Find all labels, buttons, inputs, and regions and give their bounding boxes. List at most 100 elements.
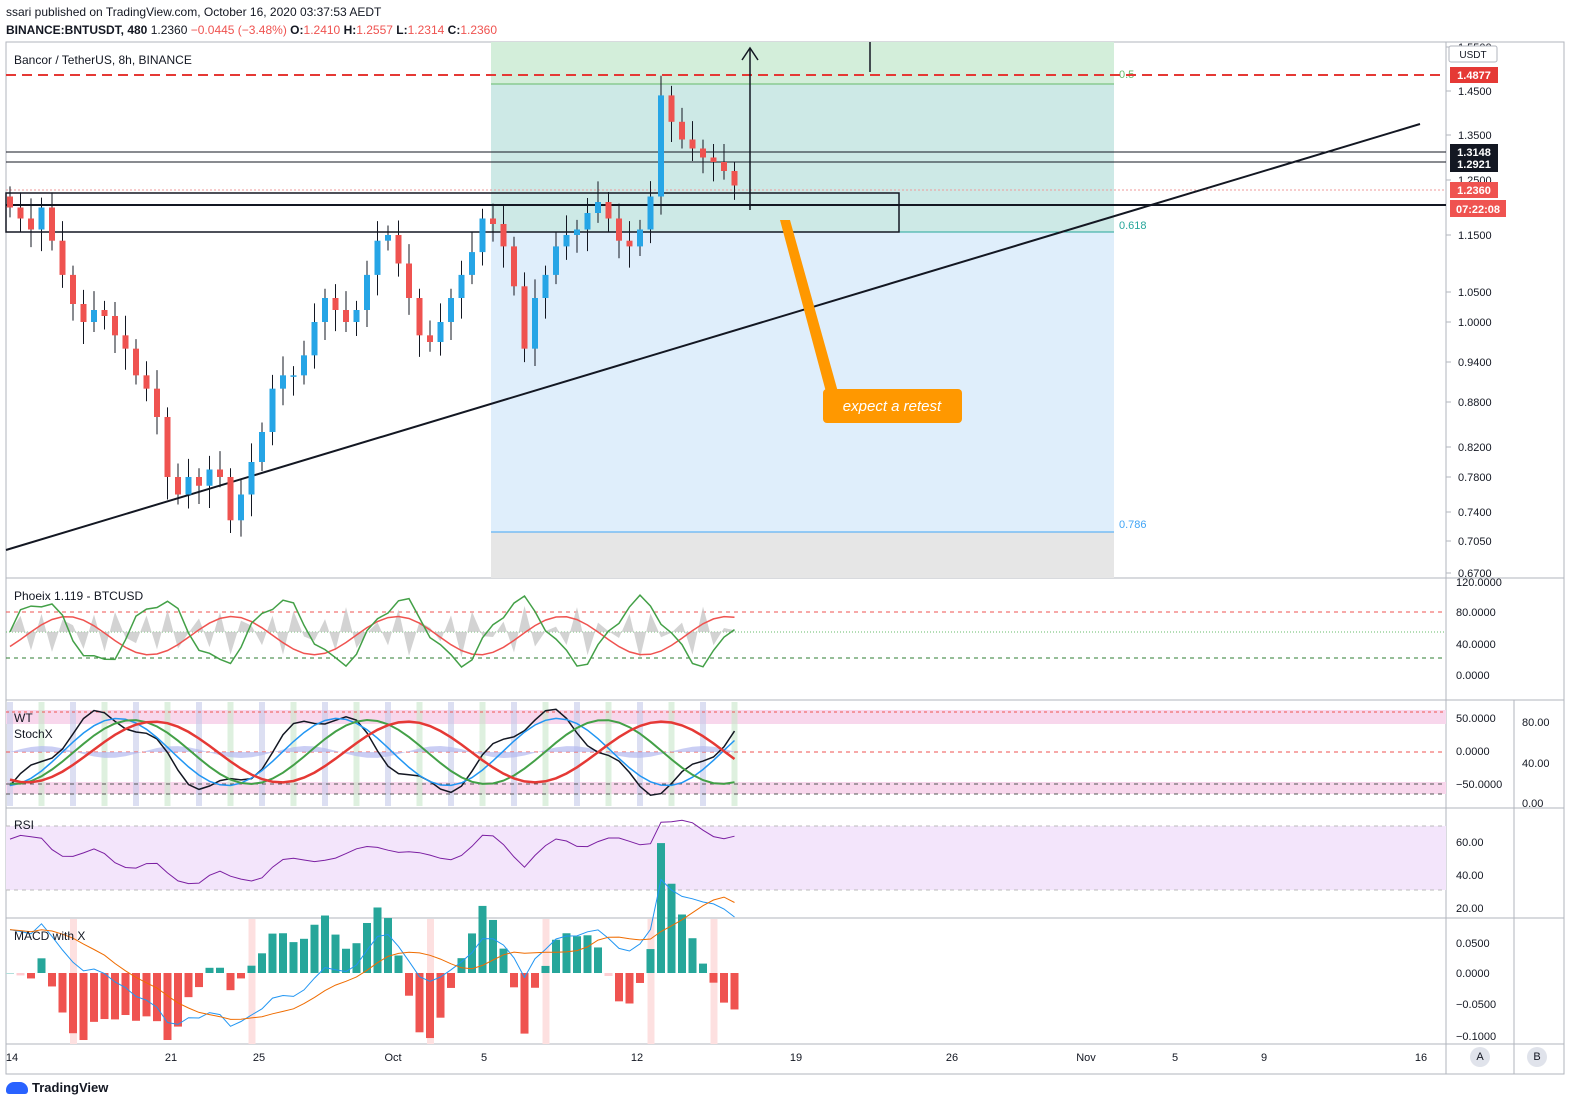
auto-scale-button[interactable]: A (1470, 1047, 1490, 1067)
candle-body[interactable] (175, 477, 181, 495)
macd-hist-bar (153, 973, 161, 1022)
candle-body[interactable] (406, 263, 412, 299)
candle-body[interactable] (101, 310, 108, 316)
candle-body[interactable] (343, 310, 349, 322)
candle-body[interactable] (217, 469, 223, 478)
macd-hist-bar (258, 953, 266, 973)
candle-body[interactable] (710, 157, 717, 163)
candle-body[interactable] (70, 274, 76, 304)
candle-body[interactable] (248, 462, 255, 495)
candle-body[interactable] (469, 252, 475, 275)
candle-body[interactable] (437, 322, 444, 342)
candle-body[interactable] (364, 274, 370, 310)
macd-hist-bar (300, 938, 308, 973)
time-axis[interactable]: 14 21 25 Oct 5 12 19 26 Nov 5 9 16 (6, 1052, 1427, 1064)
retest-callout[interactable] (823, 389, 962, 423)
candle-body[interactable] (143, 375, 150, 389)
candle-body[interactable] (574, 229, 580, 236)
log-scale-button[interactable]: B (1527, 1047, 1547, 1067)
tradingview-logo[interactable]: TradingView (6, 1080, 108, 1095)
macd-hist-bar (48, 973, 56, 987)
candle-body[interactable] (49, 207, 55, 241)
candle-body[interactable] (500, 224, 507, 247)
macd-hist-bar (100, 973, 109, 1020)
candle-body[interactable] (626, 240, 633, 247)
open-label: O: (290, 23, 304, 37)
candle-body[interactable] (532, 298, 538, 349)
ascending-trendline[interactable] (5, 123, 1421, 551)
candle-body[interactable] (584, 213, 591, 230)
candle-body[interactable] (647, 196, 654, 230)
candle-body[interactable] (238, 494, 244, 521)
candle-body[interactable] (122, 335, 129, 349)
candle-body[interactable] (731, 171, 738, 186)
time-tick-label: 21 (165, 1052, 177, 1064)
macd-tick-label: −0.1000 (1456, 1031, 1496, 1043)
macd-hist-bar (510, 973, 518, 988)
candle-body[interactable] (17, 207, 24, 219)
candle-body[interactable] (721, 162, 727, 171)
time-tick-label: Oct (384, 1052, 401, 1064)
wt-bg-bar (133, 702, 139, 806)
candle-body[interactable] (385, 235, 391, 241)
candle-body[interactable] (112, 316, 118, 336)
support-zone-box[interactable] (5, 192, 900, 233)
candle-body[interactable] (679, 121, 685, 140)
time-tick-label: Nov (1076, 1052, 1096, 1064)
candle-body[interactable] (700, 148, 706, 158)
candle-body[interactable] (80, 304, 87, 322)
candle-body[interactable] (185, 477, 192, 495)
wt-bg-bar (448, 702, 454, 806)
candle-body[interactable] (416, 298, 423, 336)
candle-body[interactable] (28, 218, 34, 230)
candle-body[interactable] (553, 246, 559, 275)
candle-body[interactable] (227, 477, 234, 521)
symbol-label[interactable]: BINANCE:BNTUSDT, 480 (6, 23, 148, 37)
candle-body[interactable] (563, 235, 570, 247)
candle-body[interactable] (259, 432, 265, 462)
candle-body[interactable] (511, 246, 517, 287)
candle-body[interactable] (133, 348, 139, 376)
candle-body[interactable] (637, 229, 643, 247)
candle-body[interactable] (353, 310, 360, 322)
candle-body[interactable] (395, 235, 402, 264)
candle-body[interactable] (290, 375, 297, 377)
candle-body[interactable] (59, 240, 66, 275)
candle-body[interactable] (38, 207, 45, 230)
candle-body[interactable] (605, 202, 612, 219)
wt-title: WT (14, 711, 33, 725)
candle-body[interactable] (269, 388, 276, 432)
candle-body[interactable] (668, 95, 675, 122)
candle-body[interactable] (448, 298, 454, 322)
wt-bg-bar (322, 702, 328, 806)
currency-label: USDT (1459, 50, 1486, 61)
candle-body[interactable] (322, 298, 328, 322)
candle-body[interactable] (689, 139, 696, 149)
candle-body[interactable] (164, 417, 171, 477)
macd-hist-bar (58, 973, 67, 1013)
candle-body[interactable] (458, 274, 465, 298)
candle-body[interactable] (658, 95, 664, 197)
candle-body[interactable] (479, 218, 486, 253)
candle-body[interactable] (7, 196, 13, 208)
candle-body[interactable] (332, 298, 339, 310)
candle-body[interactable] (521, 286, 528, 349)
candle-body[interactable] (154, 388, 160, 417)
candle-body[interactable] (196, 477, 202, 486)
candle-body[interactable] (616, 218, 622, 241)
candle-body[interactable] (301, 355, 307, 376)
candle-body[interactable] (490, 218, 496, 225)
candle-body[interactable] (280, 375, 286, 389)
candle-body[interactable] (374, 240, 381, 275)
candle-body[interactable] (206, 469, 213, 486)
candle-body[interactable] (595, 202, 601, 213)
price-axis[interactable]: 1.55001.45001.35001.25001.15001.05001.00… (1446, 42, 1492, 580)
candle-body[interactable] (427, 335, 433, 342)
candle-body[interactable] (542, 274, 549, 298)
macd-signal-bar (647, 919, 655, 1044)
candle-body[interactable] (311, 322, 318, 356)
phoeix-tick-label: 40.0000 (1456, 639, 1496, 651)
candle-body[interactable] (91, 310, 97, 322)
